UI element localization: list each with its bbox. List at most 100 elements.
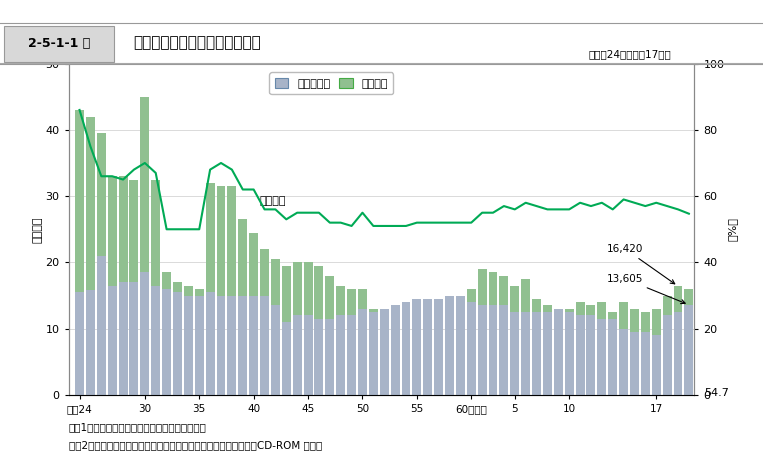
Bar [478,269,487,395]
Bar [500,306,508,395]
Bar [118,282,127,395]
Bar [543,306,552,395]
Bar [587,316,595,395]
Bar [130,282,138,395]
Bar [575,302,584,395]
Bar [641,312,650,395]
Text: 16,420: 16,420 [607,244,674,284]
Text: 2　女子の満期釈放者数及び仮釈放者数のデータについては，CD-ROM 参照。: 2 女子の満期釈放者数及び仮釈放者数のデータについては，CD-ROM 参照。 [69,440,322,450]
Bar [380,309,388,395]
Bar [86,117,95,395]
Bar [423,302,432,395]
Bar [630,332,639,395]
Bar [380,312,388,395]
Bar [488,306,497,395]
Bar [510,286,520,395]
Bar [206,292,214,395]
Bar [684,305,694,395]
Bar [282,266,291,395]
Bar [467,289,475,395]
Bar [97,133,106,395]
Bar [4,25,114,61]
Bar [227,186,237,395]
Bar [217,296,225,395]
Bar [521,312,530,395]
Bar [325,276,334,395]
Bar [488,272,497,395]
Bar [195,289,204,395]
Text: 54.7: 54.7 [703,388,729,398]
Bar [163,272,171,395]
Bar [456,296,465,395]
Bar [151,286,160,395]
Bar [347,289,356,395]
Bar [227,296,237,395]
Bar [467,302,475,395]
Bar [217,186,225,395]
Text: 仮釈放率: 仮釈放率 [259,197,286,207]
Bar [108,176,117,395]
Bar [347,316,356,395]
Bar [619,329,628,395]
Bar [434,299,443,395]
Bar [674,312,682,395]
Bar [369,309,378,395]
Bar [314,266,324,395]
Bar [663,296,671,395]
Bar [173,292,182,395]
Bar [97,256,106,395]
Bar [358,309,367,395]
Bar [140,272,150,395]
Bar [238,219,247,395]
Bar [369,312,378,395]
Bar [456,296,465,395]
Bar [173,282,182,395]
Bar [195,296,204,395]
Bar [260,296,269,395]
Bar [674,286,682,395]
Text: （昭和24年〜平成17年）: （昭和24年〜平成17年） [589,49,671,59]
Bar [75,292,84,395]
Text: 13,605: 13,605 [607,274,685,304]
Bar [521,279,530,395]
Bar [391,319,400,395]
Bar [86,290,95,395]
Bar [684,289,694,395]
Text: 注　1　行刑統計年報及び矯正統計年報による。: 注 1 行刑統計年報及び矯正統計年報による。 [69,422,207,432]
Bar [206,183,214,395]
Bar [587,306,595,395]
Bar [434,299,443,395]
Bar [423,299,432,395]
Bar [336,316,345,395]
Text: 2-5-1-1 図: 2-5-1-1 図 [27,37,90,49]
Bar [608,312,617,395]
Bar [184,296,193,395]
Bar [401,302,410,395]
Bar [391,306,400,395]
Bar [543,312,552,395]
Bar [401,316,410,395]
Bar [413,306,421,395]
Bar [630,309,639,395]
Bar [478,306,487,395]
Bar [565,309,574,395]
Bar [271,306,280,395]
Bar [510,312,520,395]
Bar [108,286,117,395]
Bar [597,319,607,395]
Bar [250,296,258,395]
Bar [151,179,160,395]
Bar [118,176,127,395]
Bar [597,302,607,395]
Bar [641,332,650,395]
Bar [575,316,584,395]
Legend: 満期釈放者, 仮釈放者: 満期釈放者, 仮釈放者 [269,73,394,94]
Y-axis label: （千人）: （千人） [33,216,43,242]
Bar [271,259,280,395]
Bar [293,316,301,395]
Bar [314,319,324,395]
Bar [163,289,171,395]
Bar [500,276,508,395]
Bar [293,262,301,395]
Text: 出所受刑者数・仮釈放率の推移: 出所受刑者数・仮釈放率の推移 [134,35,261,51]
